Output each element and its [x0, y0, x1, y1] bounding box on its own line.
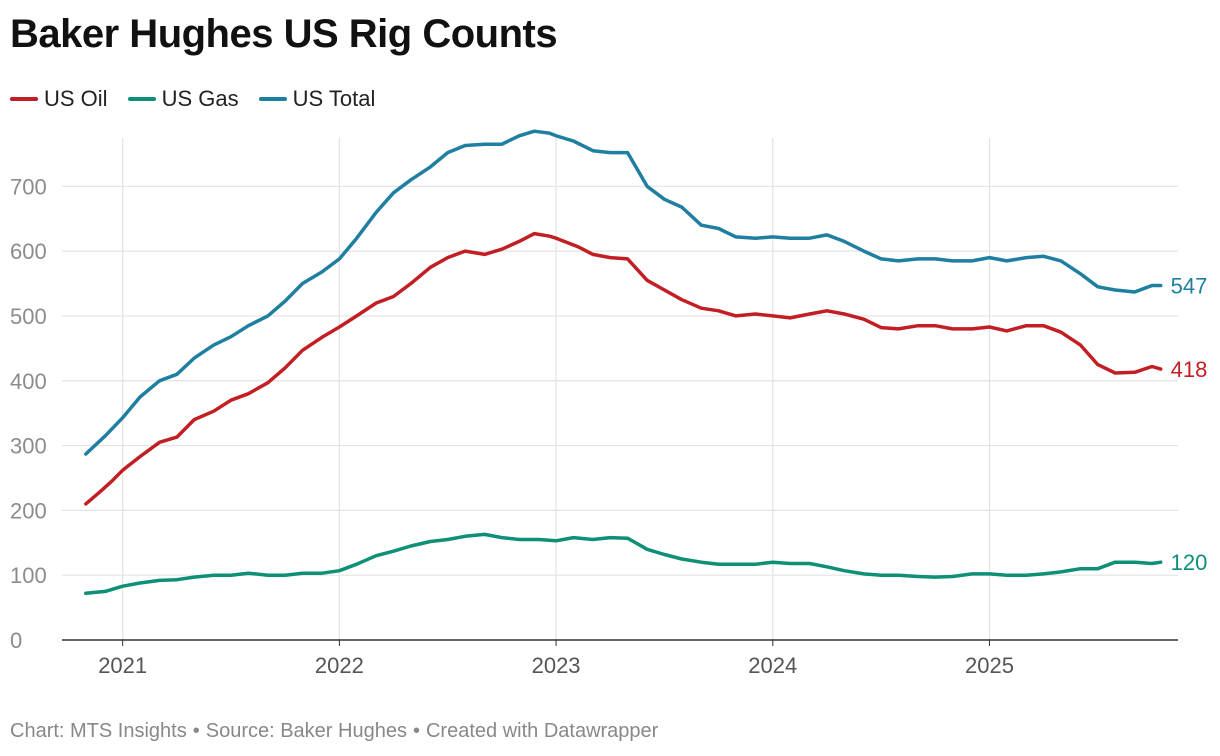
legend-label-us-gas: US Gas	[161, 86, 239, 111]
y-tick-label: 600	[10, 239, 47, 264]
x-tick-label: 2025	[965, 653, 1014, 678]
footer-chart-credit: Chart: MTS Insights	[10, 720, 187, 742]
y-tick-label: 200	[10, 498, 47, 523]
series-line-us-gas	[84, 532, 1163, 596]
chart-title: Baker Hughes US Rig Counts	[10, 12, 558, 56]
y-tick-label: 500	[10, 304, 47, 329]
legend-label-us-oil: US Oil	[44, 86, 108, 111]
legend-swatch-us-total	[258, 97, 287, 101]
series-line-us-total	[84, 129, 1163, 456]
legend-item-us-total: US Total	[258, 86, 376, 112]
legend-item-us-oil: US Oil	[10, 86, 108, 112]
line-chart: 0 100 200 300 400 500 600 700 2021 2022 2023 2024 20…	[10, 129, 1208, 678]
legend-label-us-total: US Total	[292, 86, 376, 111]
series-line-us-oil	[84, 231, 1163, 506]
end-label-us-oil: 418	[1171, 357, 1208, 382]
end-label-us-total: 547	[1171, 273, 1208, 298]
x-tick-label: 2021	[98, 653, 147, 678]
end-label-us-gas: 120	[1171, 550, 1208, 575]
y-tick-label: 700	[10, 174, 47, 199]
footer-separator: •	[412, 720, 420, 742]
footer-created-with: Created with Datawrapper	[425, 720, 659, 742]
y-tick-label: 400	[10, 369, 47, 394]
legend-item-us-gas: US Gas	[127, 86, 239, 112]
x-tick-label: 2022	[315, 653, 364, 678]
x-tick-label: 2023	[532, 653, 581, 678]
y-tick-label: 300	[10, 434, 47, 459]
y-tick-label: 0	[10, 628, 22, 653]
y-tick-label: 100	[10, 563, 47, 588]
legend-swatch-us-oil	[10, 97, 38, 101]
legend-swatch-us-gas	[127, 97, 156, 101]
footer-separator: •	[192, 720, 200, 742]
chart-footer: Chart: MTS Insights • Source: Baker Hughes…	[10, 720, 658, 743]
legend: US Oil US Gas US Total	[10, 86, 375, 112]
footer-source: Source: Baker Hughes	[205, 720, 407, 742]
x-tick-label: 2024	[748, 653, 797, 678]
